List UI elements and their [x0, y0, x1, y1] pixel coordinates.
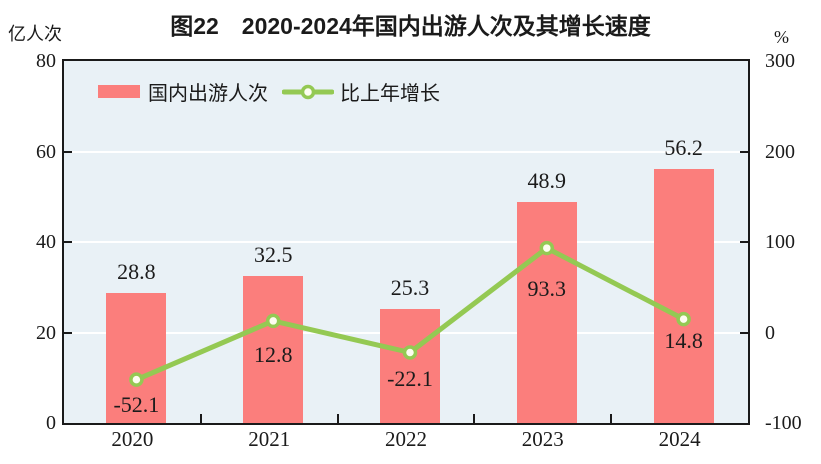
- line-value-label-2022: -22.1: [387, 365, 433, 391]
- gridline-40: [64, 241, 748, 243]
- legend-bar-series-label: 国内出游人次: [148, 83, 268, 105]
- legend: 国内出游人次 比上年增长: [98, 78, 440, 105]
- right-axis-tick-label-100: 100: [765, 231, 795, 253]
- gridline-60: [64, 150, 748, 153]
- chart-title: 图22 2020-2024年国内出游人次及其增长速度: [170, 13, 651, 39]
- right-tickmark-100: [740, 241, 748, 243]
- bottom-tickmark-2: [336, 414, 339, 423]
- right-axis-tick-label-200: 200: [765, 140, 795, 163]
- bottom-tickmark-3: [473, 414, 476, 423]
- x-axis-label-2023: 2023: [521, 427, 564, 451]
- bar-2023: [516, 201, 577, 423]
- x-axis-label-2022: 2022: [385, 427, 427, 451]
- left-axis-unit-label: 亿人次: [8, 24, 62, 44]
- line-value-label-2024: 14.8: [664, 328, 703, 354]
- right-axis-tick-label-0: 0: [765, 321, 775, 344]
- line-value-label-2020: -52.1: [113, 391, 160, 417]
- left-axis-tick-label-20: 20: [36, 321, 56, 344]
- line-value-label-2023: 93.3: [527, 276, 567, 302]
- line-marker-2020: [129, 372, 144, 387]
- left-axis-tick-label-0: 0: [46, 412, 56, 434]
- bar-value-label-2023: 48.9: [527, 167, 567, 193]
- line-marker-2022: [402, 345, 418, 360]
- line-marker-2023: [539, 240, 555, 256]
- bar-2020: [106, 292, 167, 423]
- line-marker-2021: [265, 313, 281, 329]
- right-axis-unit-label: %: [774, 27, 789, 47]
- right-tickmark-0: [740, 331, 748, 334]
- bar-2021: [243, 275, 304, 423]
- x-axis-label-2020: 2020: [111, 427, 154, 451]
- left-tickmark-60: [64, 150, 72, 153]
- line-value-label-2021: 12.8: [253, 341, 293, 367]
- bar-value-label-2020: 28.8: [117, 258, 156, 284]
- left-tickmark-20: [64, 331, 72, 334]
- bar-value-label-2024: 56.2: [664, 134, 703, 160]
- line-marker-2024: [676, 311, 691, 327]
- bar-value-label-2021: 32.5: [253, 241, 293, 267]
- bar-2022: [380, 308, 440, 423]
- bottom-tickmark-4: [610, 414, 613, 423]
- legend-line-marker-dot: [300, 84, 316, 99]
- x-axis-label-2021: 2021: [248, 427, 291, 451]
- x-axis-label-2024: 2024: [658, 427, 701, 451]
- right-axis-tick-label--100: -100: [765, 412, 802, 434]
- legend-line-marker-icon: [282, 84, 334, 99]
- bar-2024: [653, 168, 714, 423]
- growth-line-series: [129, 240, 691, 387]
- right-tickmark-200: [740, 150, 748, 153]
- legend-line-series-label: 比上年增长: [340, 83, 440, 105]
- growth-line: [133, 245, 687, 383]
- left-axis-tick-label-80: 80: [36, 50, 56, 72]
- left-axis-tick-label-40: 40: [36, 231, 56, 253]
- right-axis-tick-label-300: 300: [765, 50, 795, 72]
- left-tickmark-40: [64, 241, 72, 243]
- bottom-tickmark-1: [199, 414, 202, 423]
- plot-area: 国内出游人次 比上年增长 28.8 32.5 25.3 48.9 56.2 -52.1 12…: [62, 59, 750, 425]
- left-axis-tick-label-60: 60: [36, 140, 56, 163]
- bar-value-label-2022: 25.3: [390, 274, 430, 300]
- legend-bar-swatch: [98, 85, 140, 98]
